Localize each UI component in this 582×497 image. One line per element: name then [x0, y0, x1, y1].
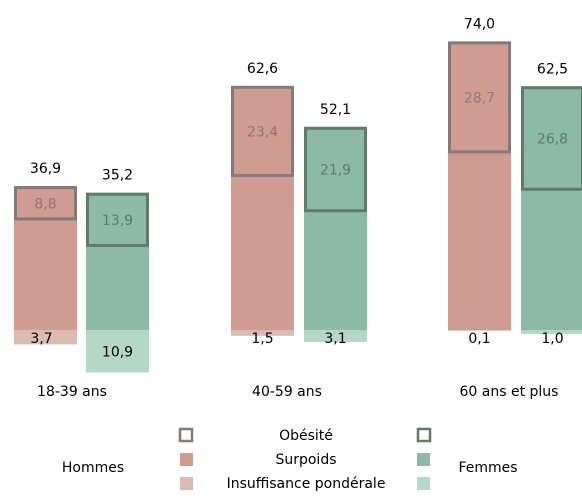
bar-femmes-insuffisance-2: [521, 330, 582, 334]
legend-swatch-femmes-surpoids: [417, 453, 430, 466]
category-labels: 18-39 ans 40-59 ans 60 ans et plus: [37, 384, 558, 400]
bar-hommes-surpoids-2: [448, 41, 511, 331]
bar-hommes-obesite-2: [448, 41, 511, 154]
label-femmes-insuffisance-0: 10,9: [102, 344, 133, 360]
legend-swatch-femmes-insuffisance: [417, 477, 430, 490]
legend-swatch-hommes-obesite: [178, 427, 194, 443]
bar-hommes-insuffisance-0: [14, 330, 77, 345]
bar-femmes-surpoids-1: [304, 126, 367, 330]
label-hommes-total-0: 36,9: [30, 161, 61, 177]
label-hommes-obesite-0: 8,8: [34, 196, 56, 212]
label-femmes-total-2: 62,5: [537, 61, 568, 77]
label-hommes-total-2: 74,0: [464, 16, 495, 32]
label-hommes-insuffisance-1: 1,5: [251, 331, 273, 347]
category-label-2: 60 ans et plus: [460, 384, 559, 400]
legend-group-femmes: Femmes: [458, 460, 517, 476]
label-hommes-insuffisance-2: 0,1: [468, 331, 490, 347]
legend-label-insuffisance: Insuffisance pondérale: [227, 476, 386, 492]
category-label-1: 40-59 ans: [252, 384, 322, 400]
label-hommes-obesite-2: 28,7: [464, 90, 495, 106]
bar-hommes-insuffisance-2: [448, 330, 511, 331]
legend-swatch-hommes-surpoids: [180, 453, 193, 466]
bar-femmes-obesite-1: [304, 126, 367, 213]
label-femmes-total-1: 52,1: [320, 102, 351, 118]
label-femmes-insuffisance-2: 1,0: [541, 331, 563, 347]
legend-swatch-femmes-obesite: [416, 427, 432, 443]
bars-layer: [14, 41, 582, 373]
category-label-0: 18-39 ans: [37, 384, 107, 400]
legend-label-obesite: Obésité: [279, 428, 333, 444]
legend-label-surpoids: Surpoids: [275, 452, 336, 468]
bar-femmes-obesite-0: [86, 192, 149, 247]
bar-femmes-obesite-2: [521, 86, 582, 191]
bar-hommes-surpoids-0: [14, 186, 77, 330]
legend-swatch-hommes-insuffisance: [180, 477, 193, 490]
bar-hommes-obesite-1: [231, 85, 294, 178]
bar-femmes-surpoids-0: [86, 192, 149, 330]
label-hommes-obesite-1: 23,4: [247, 124, 278, 140]
bar-femmes-surpoids-2: [521, 86, 582, 330]
bar-femmes-insuffisance-1: [304, 330, 367, 343]
bar-hommes-obesite-0: [14, 186, 77, 221]
bar-hommes-insuffisance-1: [231, 330, 294, 336]
label-femmes-obesite-0: 13,9: [102, 213, 133, 229]
label-femmes-total-0: 35,2: [102, 168, 133, 184]
label-femmes-insuffisance-1: 3,1: [324, 331, 346, 347]
legend-group-hommes: Hommes: [62, 460, 124, 476]
bar-femmes-insuffisance-0: [86, 330, 149, 373]
label-hommes-insuffisance-0: 3,7: [30, 331, 52, 347]
label-femmes-obesite-2: 26,8: [537, 132, 568, 148]
label-femmes-obesite-1: 21,9: [320, 163, 351, 179]
bar-hommes-surpoids-1: [231, 85, 294, 330]
labels-layer: 36,9 8,8 3,7 62,6 23,4 1,5 74,0 28,7 0,1 35,2 13,9…: [30, 16, 568, 360]
legend: Obésité Surpoids Insuffisance pondérale …: [62, 427, 518, 492]
label-hommes-total-1: 62,6: [247, 61, 278, 77]
